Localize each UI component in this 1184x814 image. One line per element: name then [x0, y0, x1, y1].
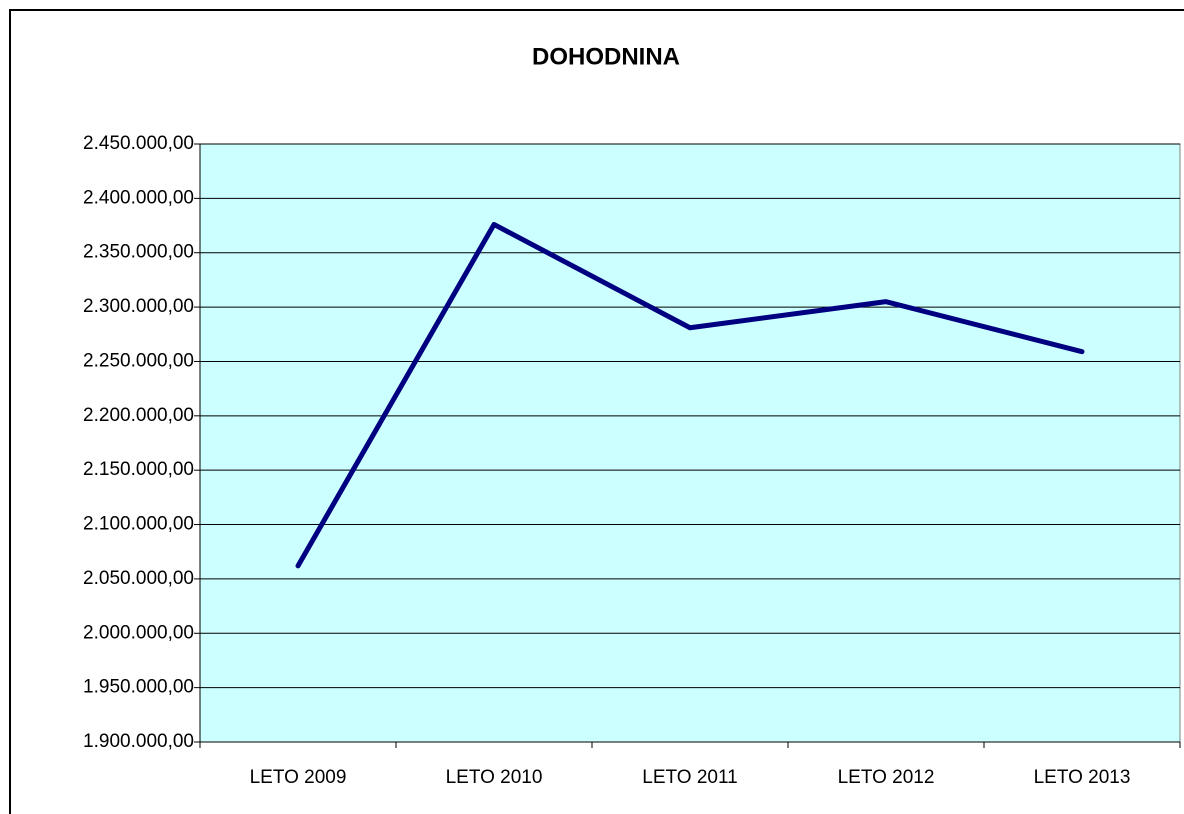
y-tick-label: 2.350.000,00 [83, 242, 194, 263]
y-tick-label: 2.100.000,00 [83, 514, 194, 535]
x-tick-label: LETO 2009 [250, 767, 347, 788]
data-line [295, 221, 1085, 569]
y-tick-label: 2.050.000,00 [83, 568, 194, 589]
plot-area [199, 143, 1181, 743]
y-tick-label: 2.000.000,00 [83, 622, 194, 643]
y-tick-label: 2.300.000,00 [83, 296, 194, 317]
x-tick-label: LETO 2012 [838, 767, 935, 788]
y-tick-label: 2.200.000,00 [83, 405, 194, 426]
y-tick-label: 2.450.000,00 [83, 133, 194, 154]
x-tick-label: LETO 2010 [446, 767, 543, 788]
x-tick-label: LETO 2011 [642, 767, 737, 788]
chart-title: DOHODNINA [532, 43, 680, 70]
y-tick-label: 2.400.000,00 [83, 187, 194, 208]
y-tick-label: 2.150.000,00 [83, 459, 194, 480]
y-tick-label: 1.900.000,00 [83, 731, 194, 752]
y-tick-label: 2.250.000,00 [83, 350, 194, 371]
x-tick-label: LETO 2013 [1034, 767, 1131, 788]
y-tick-label: 1.950.000,00 [83, 677, 194, 698]
